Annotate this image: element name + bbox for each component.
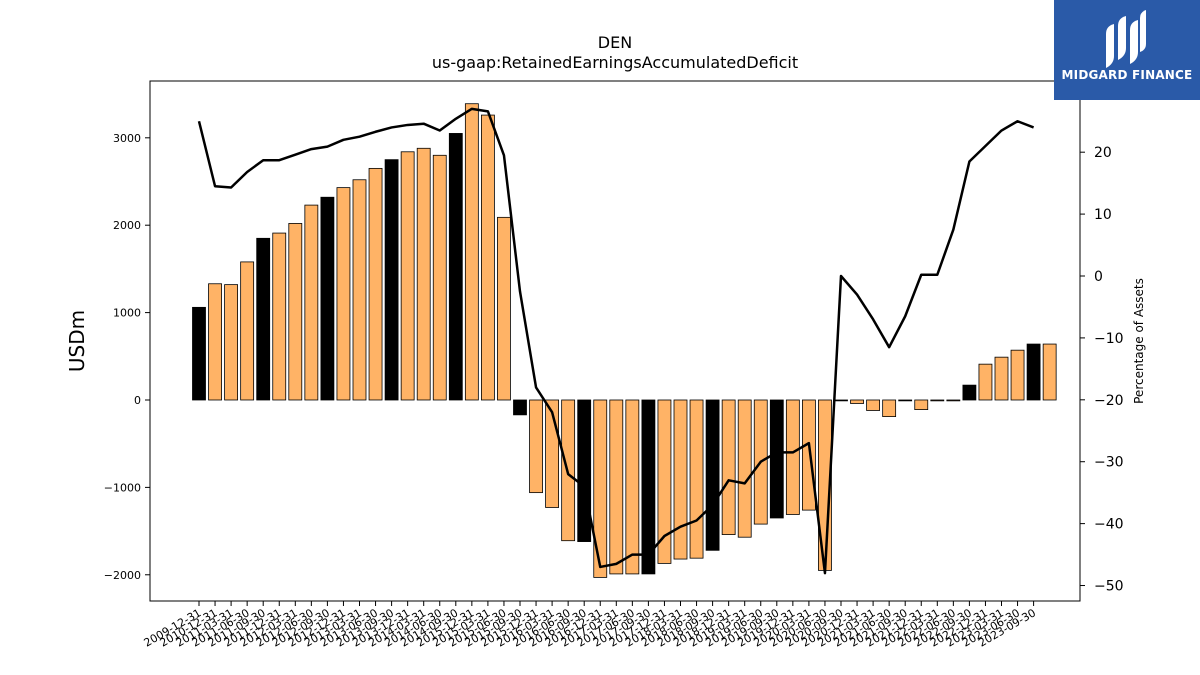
bar — [577, 399, 592, 542]
bar — [240, 261, 255, 401]
bar — [208, 283, 222, 401]
logo: MIDGARD FINANCE — [1054, 0, 1200, 100]
bar — [882, 399, 897, 417]
bar — [529, 399, 543, 494]
bar — [513, 399, 527, 416]
logo-text: MIDGARD FINANCE — [1061, 68, 1193, 82]
y2-tick-label: 20 — [1094, 145, 1112, 161]
bar — [673, 399, 688, 560]
bar — [320, 196, 335, 401]
bar — [256, 237, 271, 401]
bar — [1042, 343, 1057, 401]
bar — [769, 399, 784, 519]
bar — [192, 306, 206, 401]
bar — [593, 399, 608, 578]
bar — [962, 384, 977, 401]
logo-mark-icon — [1106, 10, 1146, 68]
y2-tick-label: 0 — [1094, 269, 1103, 285]
y2-tick-label: −40 — [1094, 517, 1124, 533]
line-series — [197, 107, 1035, 575]
bar — [480, 114, 495, 401]
bar — [866, 399, 880, 411]
bar — [272, 232, 287, 401]
y-tick-label: −1000 — [104, 481, 141, 494]
bar — [850, 399, 864, 404]
bar — [304, 204, 319, 401]
bar — [689, 399, 704, 559]
bar — [416, 147, 431, 401]
bar — [705, 399, 720, 551]
y2-tick-label: −30 — [1094, 455, 1124, 471]
bars — [192, 103, 1057, 578]
y-axis-label: USDm — [65, 310, 89, 372]
y-tick-label: 1000 — [113, 307, 141, 320]
bar — [978, 363, 993, 401]
chart-title: DEN — [598, 33, 632, 52]
bar — [464, 103, 479, 401]
bar — [448, 133, 463, 401]
bar — [1010, 349, 1025, 401]
bar — [384, 159, 399, 401]
bar — [224, 284, 239, 401]
y2-tick-label: −50 — [1094, 579, 1124, 595]
bar — [432, 154, 447, 401]
plot-frame — [149, 80, 1081, 602]
bar — [721, 399, 736, 535]
bar — [336, 187, 351, 401]
line-path — [197, 107, 1035, 575]
y2-tick-label: 10 — [1094, 207, 1112, 223]
y-tick-label: 2000 — [113, 219, 141, 232]
bar — [994, 356, 1009, 401]
y2-tick-label: −10 — [1094, 331, 1124, 347]
bar — [946, 399, 961, 402]
bar — [609, 399, 624, 575]
bar — [802, 399, 816, 511]
bar — [288, 223, 303, 401]
bar — [641, 399, 656, 575]
y-tick-label: −2000 — [104, 569, 141, 582]
bar — [352, 179, 367, 401]
y2-axis-label: Percentage of Assets — [1132, 278, 1146, 404]
bar — [400, 151, 415, 401]
axes: −2000 −1000 0 1000 2000 3000 −50 −40 −30 −20 −10 0 1… — [104, 80, 1124, 650]
y-tick-label: 3000 — [113, 132, 141, 145]
y2-tick-label: −20 — [1094, 393, 1124, 409]
bar — [930, 399, 945, 402]
bar — [785, 399, 800, 515]
bar — [898, 399, 913, 402]
bar — [368, 167, 383, 401]
bar — [1026, 343, 1041, 401]
y-tick-label: 0 — [134, 394, 141, 407]
bar — [737, 399, 752, 538]
bar — [657, 399, 672, 564]
bar — [625, 399, 640, 575]
chart-subtitle: us-gaap:RetainedEarningsAccumulatedDefic… — [432, 53, 798, 72]
bar — [914, 399, 929, 410]
bar — [497, 216, 511, 401]
bar — [834, 399, 848, 402]
